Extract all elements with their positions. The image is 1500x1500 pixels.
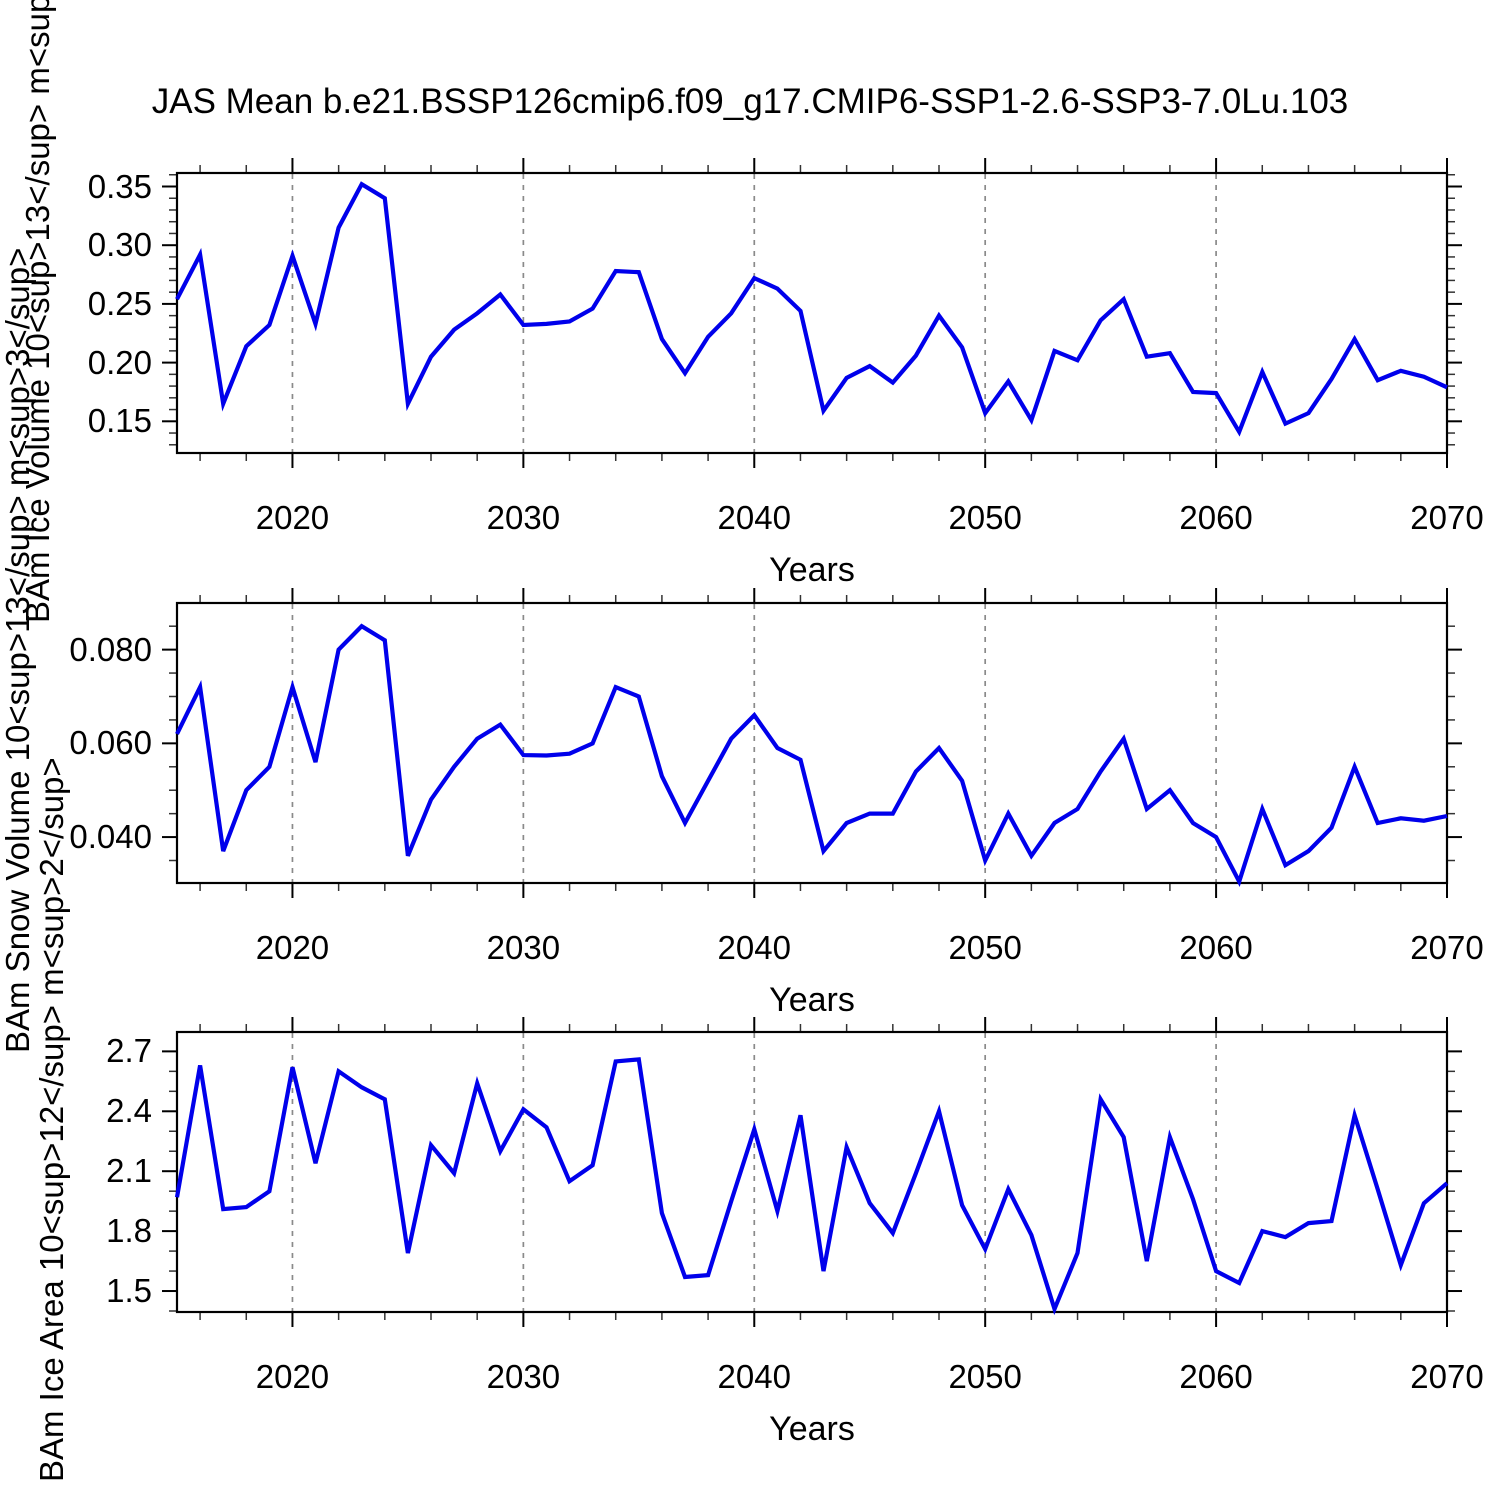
x-tick-label: 2060 bbox=[1179, 929, 1253, 966]
y-tick-label: 2.7 bbox=[106, 1032, 152, 1070]
chart-title: JAS Mean b.e21.BSSP126cmip6.f09_g17.CMIP… bbox=[151, 82, 1349, 121]
y-tick-label: 0.35 bbox=[87, 167, 152, 205]
x-tick-label: 2060 bbox=[1179, 499, 1253, 536]
x-tick-label: 2030 bbox=[486, 1358, 561, 1395]
x-tick-label: 2020 bbox=[255, 499, 330, 536]
x-tick-label: 2030 bbox=[486, 929, 561, 966]
x-tick-label: 2050 bbox=[948, 499, 1022, 536]
y-tick-label: 2.4 bbox=[106, 1092, 152, 1130]
bam-ice-area-line bbox=[174, 1057, 1449, 1316]
x-tick-label: 2020 bbox=[255, 1358, 330, 1395]
x-tick-label: 2040 bbox=[717, 499, 791, 536]
x-tick-label: 2050 bbox=[948, 929, 1022, 966]
x-tick-label: 2070 bbox=[1410, 929, 1484, 966]
x-tick-label: 2070 bbox=[1410, 1358, 1484, 1395]
bam-snow-volume-line bbox=[175, 623, 1448, 888]
x-axis-title: Years bbox=[769, 981, 855, 1019]
x-tick-label: 2070 bbox=[1410, 499, 1484, 536]
y-tick-label: 0.060 bbox=[69, 724, 152, 762]
x-tick-label: 2040 bbox=[717, 1358, 791, 1395]
y-tick-label: 0.20 bbox=[87, 343, 152, 381]
x-tick-label: 2050 bbox=[948, 1358, 1022, 1395]
y-tick-label: 0.30 bbox=[87, 226, 152, 264]
panel-frame bbox=[175, 1030, 1449, 1314]
x-tick-label: 2020 bbox=[255, 929, 330, 966]
x-axis-title: Years bbox=[769, 1410, 855, 1448]
x-tick-label: 2030 bbox=[486, 499, 561, 536]
panel-frame bbox=[175, 601, 1449, 885]
y-tick-label: 0.040 bbox=[69, 818, 152, 856]
y-tick-label: 1.5 bbox=[106, 1272, 152, 1310]
x-tick-label: 2060 bbox=[1179, 1358, 1253, 1395]
y-tick-label: 0.25 bbox=[87, 284, 152, 322]
x-axis-title: Years bbox=[769, 551, 855, 589]
y-tick-label: 1.8 bbox=[106, 1212, 152, 1250]
x-tick-label: 2040 bbox=[717, 929, 791, 966]
bam-ice-volume-line bbox=[175, 181, 1448, 437]
y-tick-label: 0.080 bbox=[69, 630, 152, 668]
panel-frame bbox=[175, 171, 1449, 455]
y-tick-label: 2.1 bbox=[106, 1152, 152, 1190]
y-axis-title: BAm Ice Area 10<sup>12</sup> m<sup>2</su… bbox=[33, 757, 70, 1482]
y-tick-label: 0.15 bbox=[87, 402, 152, 440]
